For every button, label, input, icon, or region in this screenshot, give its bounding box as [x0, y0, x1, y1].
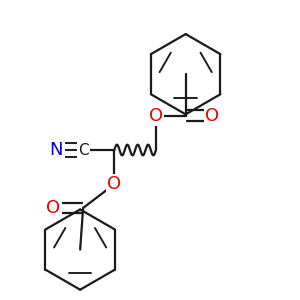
Text: O: O: [46, 199, 61, 217]
Text: N: N: [50, 141, 63, 159]
Text: O: O: [149, 107, 163, 125]
Text: O: O: [107, 175, 122, 193]
Text: O: O: [206, 107, 220, 125]
Text: C: C: [78, 142, 88, 158]
